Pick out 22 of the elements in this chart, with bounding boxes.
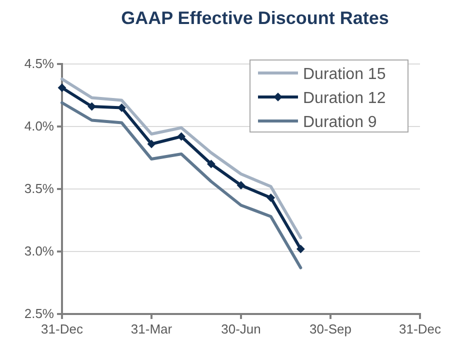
point	[296, 244, 305, 254]
x-tick-label: 30-Sep	[310, 322, 352, 337]
y-tick-label: 4.5%	[24, 56, 54, 72]
point	[266, 194, 276, 202]
x-tick-label: 31-Mar	[130, 322, 173, 337]
point	[206, 160, 216, 168]
chart-title: GAAP Effective Discount Rates	[121, 8, 389, 28]
legend-label: Duration 15	[303, 66, 386, 83]
legend-label: Duration 9	[303, 114, 377, 131]
y-tick-label: 3.5%	[24, 181, 54, 196]
x-tick-label: 31-Dec	[399, 322, 442, 337]
x-tick-label: 31-Dec	[41, 322, 84, 337]
point	[236, 181, 246, 190]
x-tick-label: 30-Jun	[221, 322, 261, 337]
point	[177, 132, 186, 141]
y-tick-label: 2.5%	[24, 306, 54, 322]
y-tick-label: 3.0%	[24, 244, 54, 259]
y-tick-label: 4.0%	[24, 118, 54, 134]
point	[58, 84, 66, 92]
point	[147, 140, 156, 148]
legend-label: Duration 12	[303, 90, 386, 107]
line-series	[60, 101, 302, 270]
